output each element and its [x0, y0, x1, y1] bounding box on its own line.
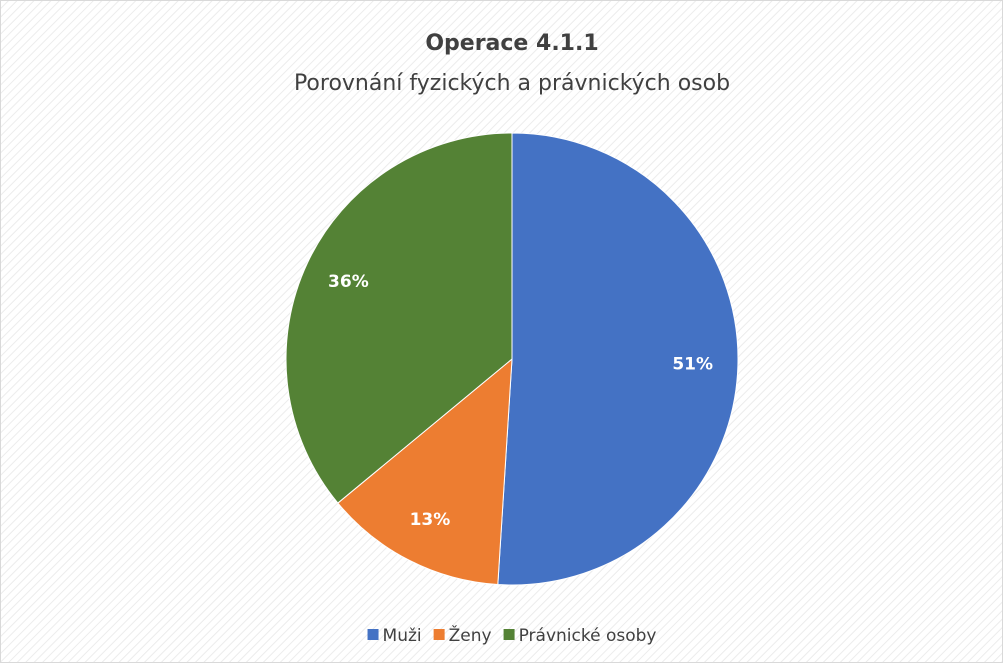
chart-subtitle: Porovnání fyzických a právnických osob [294, 71, 730, 96]
legend-label: Ženy [449, 624, 492, 646]
legend-label: Muži [383, 626, 422, 646]
legend-label: Právnické osoby [519, 626, 657, 646]
legend-swatch [503, 629, 515, 640]
legend-swatch [433, 629, 445, 640]
data-label: 51% [672, 355, 713, 375]
pie-slice [337, 357, 513, 586]
legend-swatch [367, 629, 379, 640]
pie-slice [497, 132, 739, 586]
data-label: 13% [410, 510, 451, 530]
data-label: 36% [328, 272, 369, 292]
pie-slice [285, 132, 513, 504]
chart-title: Operace 4.1.1 [425, 31, 598, 56]
